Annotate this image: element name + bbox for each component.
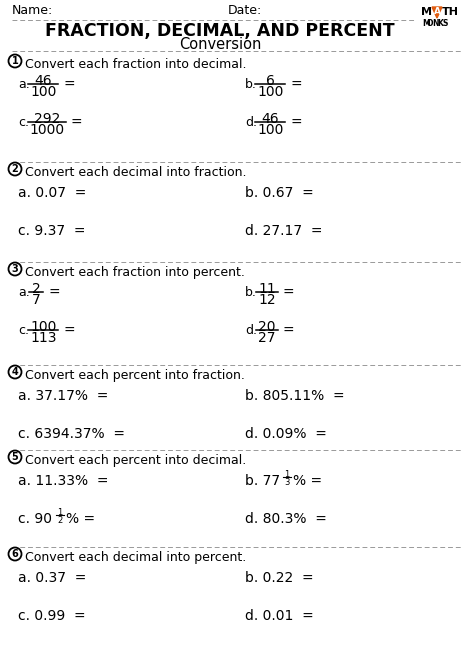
Text: a.: a.: [18, 78, 30, 91]
Text: 3: 3: [12, 264, 18, 274]
Text: =: =: [291, 116, 302, 130]
Text: 113: 113: [30, 331, 57, 345]
Text: K: K: [437, 19, 443, 28]
Text: c.: c.: [18, 324, 29, 337]
Text: 46: 46: [35, 74, 52, 88]
Text: Convert each decimal into percent.: Convert each decimal into percent.: [25, 551, 246, 564]
Text: =: =: [64, 324, 75, 338]
Text: 5: 5: [12, 452, 18, 462]
Text: 6: 6: [266, 74, 275, 88]
Text: c.: c.: [18, 116, 29, 129]
Text: =: =: [291, 78, 302, 92]
Text: % =: % =: [293, 474, 322, 488]
Text: 11: 11: [258, 282, 276, 296]
Text: O: O: [427, 19, 434, 28]
Text: 12: 12: [258, 293, 276, 307]
Text: Convert each fraction into decimal.: Convert each fraction into decimal.: [25, 58, 246, 71]
Text: =: =: [64, 78, 75, 92]
Text: a. 0.07  =: a. 0.07 =: [18, 186, 86, 200]
Text: N: N: [432, 19, 438, 28]
Text: 1: 1: [57, 508, 62, 517]
Text: Conversion: Conversion: [179, 37, 261, 52]
Text: b. 77: b. 77: [245, 474, 280, 488]
Text: TH: TH: [442, 7, 459, 17]
Text: M: M: [421, 7, 432, 17]
Text: b. 0.22  =: b. 0.22 =: [245, 571, 314, 585]
Text: d.: d.: [245, 324, 257, 337]
Text: M: M: [422, 19, 430, 28]
Text: Date:: Date:: [228, 4, 262, 17]
Text: b.: b.: [245, 286, 257, 299]
Text: b.: b.: [245, 78, 257, 91]
Text: 100: 100: [257, 85, 283, 99]
Text: 20: 20: [258, 320, 276, 334]
Text: 1: 1: [284, 470, 289, 479]
Text: =: =: [283, 286, 295, 300]
Text: S: S: [443, 19, 448, 28]
Text: FRACTION, DECIMAL, AND PERCENT: FRACTION, DECIMAL, AND PERCENT: [45, 22, 395, 40]
Text: 100: 100: [30, 320, 57, 334]
Text: Convert each percent into decimal.: Convert each percent into decimal.: [25, 454, 246, 467]
Text: 27: 27: [258, 331, 276, 345]
Text: 2: 2: [57, 516, 62, 525]
Text: c. 0.99  =: c. 0.99 =: [18, 609, 86, 623]
Text: 4: 4: [12, 367, 18, 377]
Text: a. 0.37  =: a. 0.37 =: [18, 571, 86, 585]
Text: a.: a.: [18, 286, 30, 299]
Text: 100: 100: [257, 123, 283, 137]
Text: 46: 46: [262, 112, 279, 126]
Text: c. 90: c. 90: [18, 512, 52, 526]
Text: b. 805.11%  =: b. 805.11% =: [245, 389, 345, 403]
Text: % =: % =: [66, 512, 95, 526]
Text: c. 9.37  =: c. 9.37 =: [18, 224, 85, 238]
Text: b. 0.67  =: b. 0.67 =: [245, 186, 314, 200]
Text: 2: 2: [12, 164, 18, 174]
Text: 7: 7: [32, 293, 41, 307]
Text: =: =: [71, 116, 82, 130]
Text: d. 0.09%  =: d. 0.09% =: [245, 427, 327, 441]
Text: =: =: [48, 286, 60, 300]
Text: c. 6394.37%  =: c. 6394.37% =: [18, 427, 125, 441]
Text: =: =: [283, 324, 295, 338]
Polygon shape: [432, 7, 442, 18]
Text: 3: 3: [284, 478, 289, 487]
Text: d. 0.01  =: d. 0.01 =: [245, 609, 314, 623]
Text: 2: 2: [32, 282, 41, 296]
Text: 100: 100: [30, 85, 57, 99]
Text: 1000: 1000: [29, 123, 64, 137]
Text: d. 27.17  =: d. 27.17 =: [245, 224, 322, 238]
Text: Name:: Name:: [12, 4, 53, 17]
Text: d.: d.: [245, 116, 257, 129]
Text: Convert each fraction into percent.: Convert each fraction into percent.: [25, 266, 245, 279]
Text: 6: 6: [12, 549, 18, 559]
Text: a. 11.33%  =: a. 11.33% =: [18, 474, 109, 488]
Text: Convert each decimal into fraction.: Convert each decimal into fraction.: [25, 166, 246, 179]
Text: a. 37.17%  =: a. 37.17% =: [18, 389, 109, 403]
Text: A: A: [434, 7, 440, 17]
Text: Convert each percent into fraction.: Convert each percent into fraction.: [25, 369, 245, 382]
Text: d. 80.3%  =: d. 80.3% =: [245, 512, 327, 526]
Text: 292: 292: [34, 112, 60, 126]
Text: 1: 1: [12, 56, 18, 66]
